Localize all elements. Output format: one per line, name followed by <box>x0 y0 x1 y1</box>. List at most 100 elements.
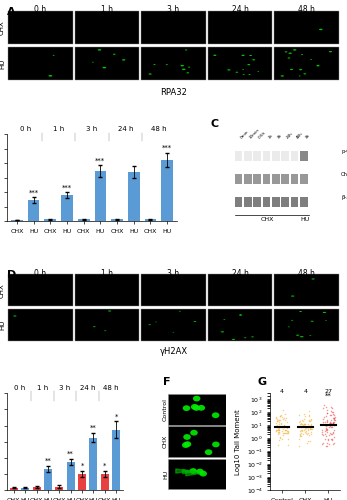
Text: **: ** <box>44 458 51 464</box>
Text: ***: *** <box>162 145 172 151</box>
Polygon shape <box>176 469 190 473</box>
Ellipse shape <box>212 412 219 418</box>
Point <box>308 425 314 433</box>
Ellipse shape <box>188 66 190 68</box>
Ellipse shape <box>300 336 304 338</box>
Point <box>330 418 336 426</box>
Ellipse shape <box>183 405 190 411</box>
FancyBboxPatch shape <box>168 458 226 489</box>
Point <box>324 426 330 434</box>
Ellipse shape <box>189 468 197 474</box>
Point <box>280 415 286 423</box>
FancyBboxPatch shape <box>291 174 298 184</box>
Text: 48 h: 48 h <box>151 126 167 132</box>
Point <box>274 417 280 425</box>
Point <box>282 428 288 436</box>
Ellipse shape <box>98 49 101 50</box>
Ellipse shape <box>213 54 217 56</box>
Point <box>276 426 281 434</box>
Point <box>298 432 304 440</box>
Point <box>331 414 336 422</box>
Text: 24 h: 24 h <box>80 385 95 391</box>
Text: HU: HU <box>0 320 5 330</box>
Point <box>331 408 336 416</box>
FancyBboxPatch shape <box>141 48 206 80</box>
Ellipse shape <box>227 69 230 70</box>
Ellipse shape <box>194 321 196 322</box>
FancyBboxPatch shape <box>253 196 261 206</box>
Bar <box>94 170 106 222</box>
FancyBboxPatch shape <box>281 196 289 206</box>
Point <box>323 425 329 433</box>
Text: 0 h: 0 h <box>20 126 31 132</box>
Point <box>277 412 283 420</box>
FancyBboxPatch shape <box>75 11 139 44</box>
Text: 24 h: 24 h <box>232 268 248 278</box>
Point <box>329 421 335 429</box>
Point <box>301 415 307 423</box>
Point <box>274 424 280 432</box>
Point <box>281 429 287 437</box>
Point <box>323 403 328 411</box>
Point <box>331 411 337 419</box>
Point <box>330 419 336 427</box>
Point <box>280 428 285 436</box>
Point <box>324 425 330 433</box>
Point <box>276 428 282 436</box>
FancyBboxPatch shape <box>235 174 242 184</box>
Point <box>326 420 331 428</box>
Point <box>305 428 311 436</box>
Ellipse shape <box>102 67 106 68</box>
Ellipse shape <box>243 74 245 75</box>
Point <box>325 421 330 429</box>
Point <box>324 412 329 420</box>
Point <box>277 424 282 432</box>
Ellipse shape <box>248 74 251 75</box>
Point <box>275 424 281 432</box>
Text: 4: 4 <box>303 390 307 394</box>
Point <box>309 425 314 433</box>
Bar <box>44 469 52 490</box>
Point <box>284 424 289 432</box>
Ellipse shape <box>252 59 255 60</box>
Point <box>296 442 302 450</box>
Point <box>329 430 335 438</box>
Point <box>299 427 305 435</box>
Point <box>278 419 284 427</box>
Point <box>327 420 332 428</box>
Text: ***: *** <box>62 185 72 191</box>
Point <box>324 416 330 424</box>
Point <box>325 436 331 444</box>
Point <box>308 415 314 423</box>
Ellipse shape <box>329 51 332 52</box>
Point <box>301 423 306 431</box>
Point <box>331 418 336 426</box>
Point <box>324 417 330 425</box>
Ellipse shape <box>182 68 186 70</box>
Text: Chk1: Chk1 <box>341 172 347 177</box>
FancyBboxPatch shape <box>274 11 339 44</box>
Point <box>323 422 329 430</box>
FancyBboxPatch shape <box>208 48 272 80</box>
FancyBboxPatch shape <box>244 174 252 184</box>
Text: 3 h: 3 h <box>86 126 98 132</box>
FancyBboxPatch shape <box>235 196 242 206</box>
Ellipse shape <box>190 430 198 436</box>
Point <box>307 422 313 430</box>
Point <box>282 426 288 434</box>
Point <box>302 410 307 418</box>
Point <box>281 422 287 430</box>
Point <box>277 428 282 436</box>
Point <box>328 418 334 426</box>
FancyBboxPatch shape <box>8 310 73 341</box>
Point <box>326 431 331 439</box>
Point <box>279 436 285 444</box>
Point <box>303 420 308 428</box>
Point <box>302 420 307 428</box>
Text: RPA32: RPA32 <box>160 88 187 97</box>
Point <box>274 421 279 429</box>
Point <box>306 418 312 426</box>
Point <box>329 436 335 444</box>
FancyBboxPatch shape <box>253 152 261 162</box>
Point <box>286 435 291 443</box>
